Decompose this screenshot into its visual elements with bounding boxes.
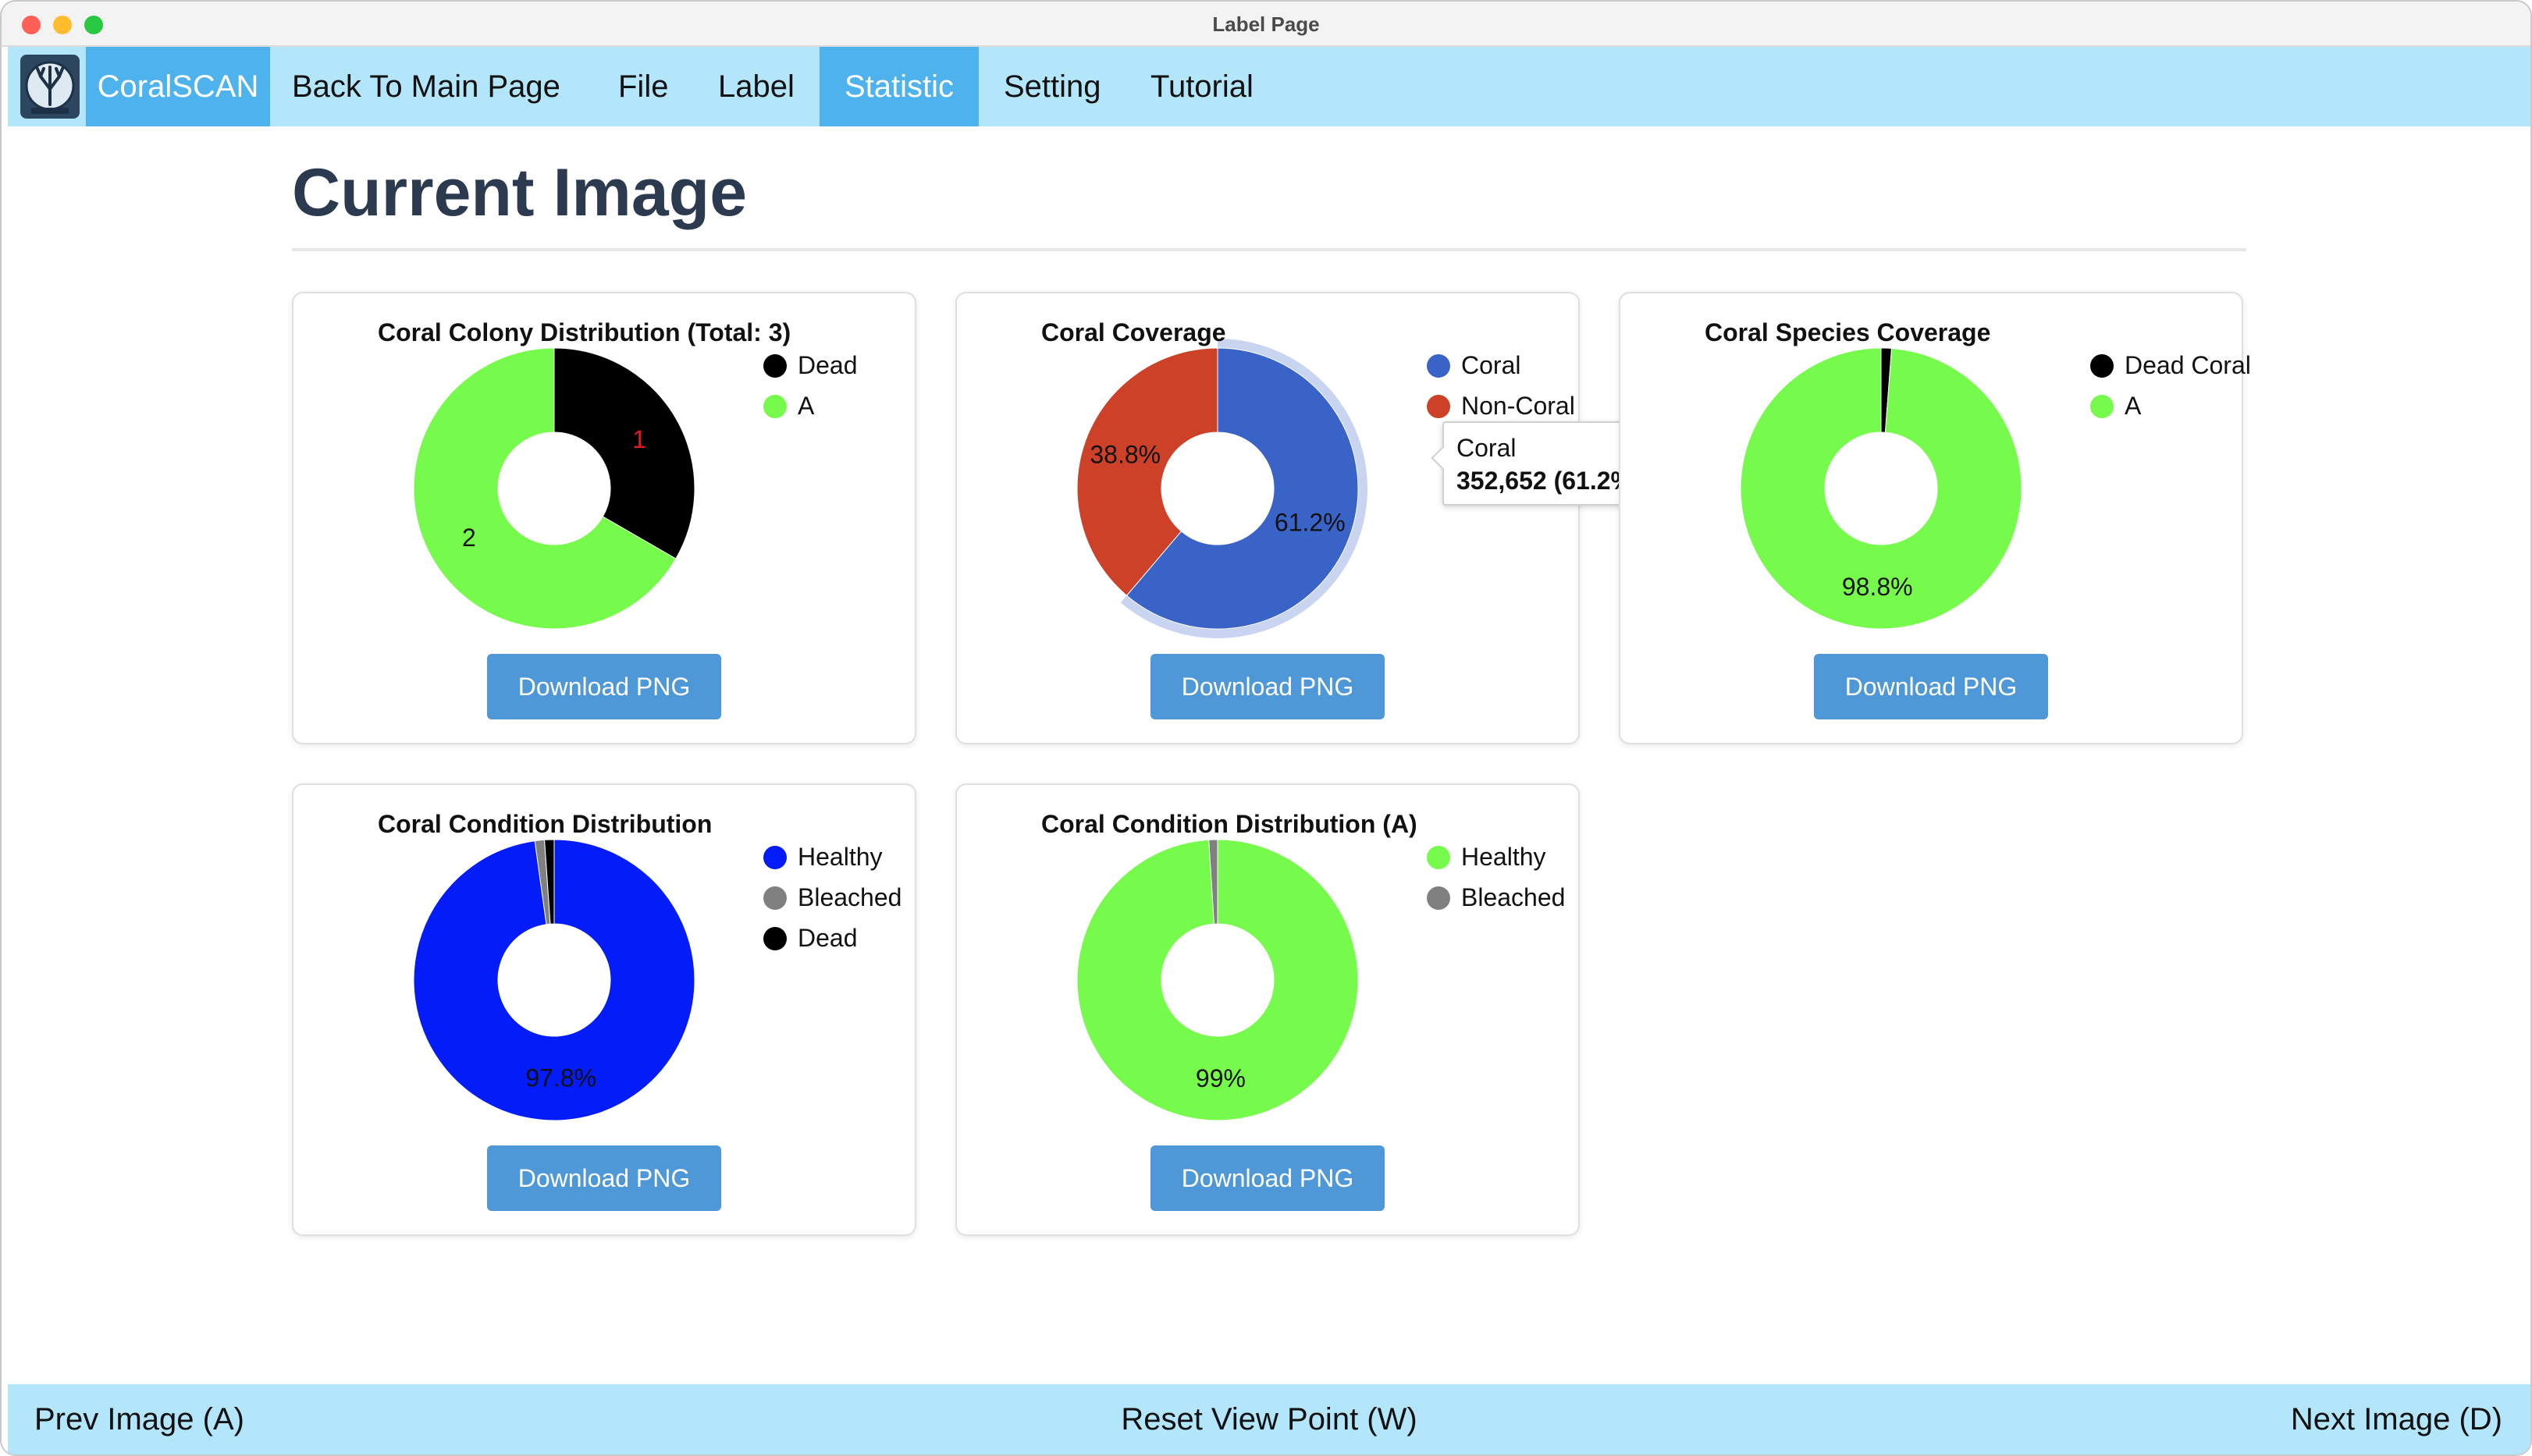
minimize-window-button[interactable] (53, 16, 72, 34)
legend-swatch (1427, 354, 1450, 378)
pie-slice-non-coral[interactable] (1076, 347, 1218, 596)
chart-legend: Dead Coral A (2090, 345, 2251, 426)
chart-title: Coral Colony Distribution (Total: 3) (378, 318, 791, 346)
legend-swatch (1427, 886, 1450, 910)
menu-back-to-main-page[interactable]: Back To Main Page (292, 69, 560, 104)
chart-legend: Dead A (763, 345, 858, 426)
download-png-button[interactable]: Download PNG (487, 654, 721, 719)
prev-image-button[interactable]: Prev Image (A) (34, 1402, 244, 1436)
menu-bar: CoralSCAN Back To Main Page File Label S… (8, 47, 2530, 126)
pie-slice-bleached[interactable] (1208, 839, 1218, 925)
legend-item-a[interactable]: A (2090, 385, 2251, 426)
legend-item-healthy[interactable]: Healthy (1427, 836, 1565, 877)
slice-data-label: 61.2% (1275, 508, 1346, 536)
legend-swatch (2090, 395, 2114, 418)
menu-tutorial[interactable]: Tutorial (1150, 69, 1254, 104)
chart-card-condition-distribution-a: 99% Coral Condition Distribution (A) Hea… (955, 783, 1580, 1236)
chart-legend: Healthy Bleached (1427, 836, 1565, 918)
legend-item-dead[interactable]: Dead (763, 918, 901, 958)
slice-data-label: 38.8% (1090, 441, 1161, 469)
menu-app-coralscan[interactable]: CoralSCAN (86, 47, 270, 126)
reset-view-point-button[interactable]: Reset View Point (W) (1121, 1402, 1417, 1436)
download-png-button[interactable]: Download PNG (1150, 654, 1385, 719)
legend-item-non-coral[interactable]: Non-Coral (1427, 385, 1575, 426)
legend-label: Dead (798, 351, 858, 379)
legend-item-dead-coral[interactable]: Dead Coral (2090, 345, 2251, 385)
footer-bar: Prev Image (A) Reset View Point (W) Next… (8, 1384, 2530, 1454)
pie-slice-healthy[interactable] (413, 839, 695, 1121)
pie-slice-healthy[interactable] (1076, 839, 1359, 1121)
zoom-window-button[interactable] (84, 16, 103, 34)
legend-swatch (1427, 395, 1450, 418)
legend-label: Coral (1461, 351, 1521, 379)
pie-slice-a[interactable] (413, 347, 677, 630)
legend-swatch (763, 354, 787, 378)
menu-setting[interactable]: Setting (1004, 69, 1101, 104)
slice-data-label: 1 (632, 425, 646, 453)
legend-label: A (2125, 392, 2142, 420)
chart-title: Coral Condition Distribution (378, 810, 713, 838)
menu-label[interactable]: Label (718, 69, 795, 104)
page-title: Current Image (292, 155, 748, 230)
pie-slice-coral[interactable] (1126, 347, 1359, 630)
tooltip-value: 352,652 (61.2%) (1456, 467, 1641, 495)
slice-data-label: 97.8% (525, 1064, 596, 1092)
legend-swatch (763, 846, 787, 869)
legend-item-bleached[interactable]: Bleached (1427, 877, 1565, 918)
legend-label: Dead (798, 924, 858, 952)
menu-file[interactable]: File (618, 69, 669, 104)
donut-chart-condition-distribution-a: 99% (1076, 839, 1359, 1121)
legend-item-healthy[interactable]: Healthy (763, 836, 901, 877)
coralscan-logo-icon (19, 53, 81, 120)
tooltip-series-name: Coral (1456, 434, 1517, 462)
chart-title: Coral Species Coverage (1705, 318, 1991, 346)
legend-label: Bleached (798, 883, 902, 911)
legend-label: Bleached (1461, 883, 1566, 911)
legend-label: Non-Coral (1461, 392, 1575, 420)
legend-swatch (763, 927, 787, 950)
legend-swatch (1427, 846, 1450, 869)
chart-card-coral-coverage: 61.2% 38.8% Coral Coverage Coral Non-Cora… (955, 292, 1658, 744)
pie-slice-dead[interactable] (553, 347, 695, 559)
chart-card-condition-distribution: 97.8% Coral Condition Distribution Healt… (292, 783, 916, 1236)
legend-label: Healthy (798, 843, 883, 871)
slice-data-label: 99% (1196, 1064, 1246, 1092)
donut-chart-colony-distribution: 12 (413, 347, 695, 630)
window-title: Label Page (1212, 12, 1320, 36)
next-image-button[interactable]: Next Image (D) (2290, 1402, 2502, 1436)
chart-card-species-coverage: 98.8% Coral Species Coverage Dead Coral … (1619, 292, 2251, 744)
legend-label: Healthy (1461, 843, 1546, 871)
legend-swatch (763, 395, 787, 418)
download-png-button[interactable]: Download PNG (1150, 1145, 1385, 1211)
legend-label: A (798, 392, 815, 420)
chart-title: Coral Condition Distribution (A) (1041, 810, 1417, 838)
title-divider (292, 248, 2246, 251)
pie-slice-dead[interactable] (544, 839, 555, 925)
pie-slice-a[interactable] (1740, 347, 2022, 630)
donut-chart-condition-distribution: 97.8% (413, 839, 695, 1121)
legend-swatch (2090, 354, 2114, 378)
donut-chart-coral-coverage: 61.2% 38.8% (1076, 339, 1367, 638)
legend-item-coral[interactable]: Coral (1427, 345, 1575, 385)
legend-swatch (763, 886, 787, 910)
download-png-button[interactable]: Download PNG (1814, 654, 2048, 719)
chart-title: Coral Coverage (1041, 318, 1226, 346)
legend-item-bleached[interactable]: Bleached (763, 877, 901, 918)
legend-item-dead[interactable]: Dead (763, 345, 858, 385)
legend-item-a[interactable]: A (763, 385, 858, 426)
legend-label: Dead Coral (2125, 351, 2251, 379)
slice-data-label: 98.8% (1842, 573, 1913, 601)
menu-statistic[interactable]: Statistic (820, 47, 979, 126)
title-bar: Label Page (2, 2, 2530, 47)
donut-chart-species-coverage: 98.8% (1740, 347, 2022, 630)
chart-legend: Coral Non-Coral (1427, 345, 1575, 426)
download-png-button[interactable]: Download PNG (487, 1145, 721, 1211)
close-window-button[interactable] (22, 16, 41, 34)
slice-data-label: 2 (462, 524, 476, 552)
chart-legend: Healthy Bleached Dead (763, 836, 901, 958)
